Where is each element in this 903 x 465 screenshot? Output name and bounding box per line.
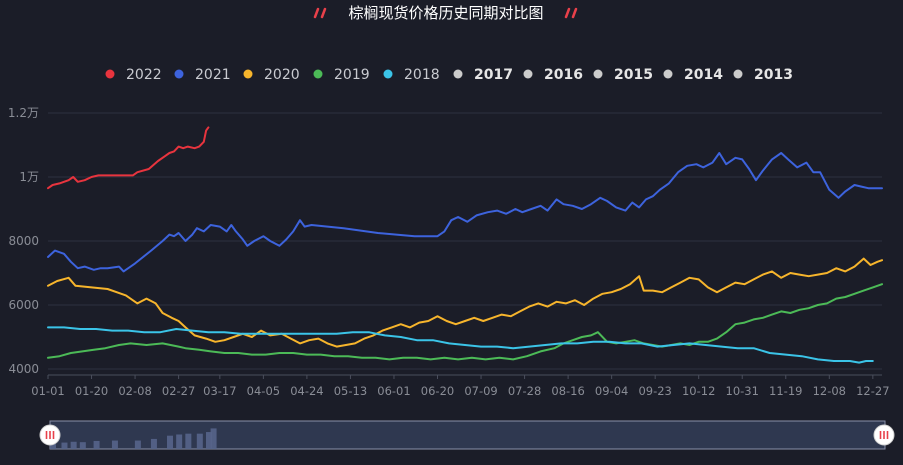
legend-label: 2015 bbox=[614, 67, 653, 83]
zoom-preview-bar bbox=[185, 433, 192, 449]
x-tick-label: 04-05 bbox=[247, 384, 280, 398]
y-tick-label: 1万 bbox=[19, 170, 39, 184]
legend-item-2016[interactable]: 2016 bbox=[523, 67, 583, 83]
legend-label: 2019 bbox=[334, 67, 370, 83]
legend-item-2019[interactable]: 2019 bbox=[313, 67, 370, 83]
legend-marker bbox=[663, 69, 673, 79]
y-axis: 4000 6000 8000 1万 1.2万 bbox=[8, 106, 39, 376]
legend-label: 2013 bbox=[754, 67, 793, 83]
chart-title: 棕榈现货价格历史同期对比图 bbox=[348, 4, 543, 22]
x-tick-label: 10-12 bbox=[682, 384, 715, 398]
title-group: 棕榈现货价格历史同期对比图 bbox=[313, 4, 578, 22]
zoom-preview-bar bbox=[134, 440, 141, 449]
legend-label: 2021 bbox=[195, 67, 231, 83]
x-tick-label: 02-27 bbox=[162, 384, 195, 398]
title-left-mark bbox=[313, 7, 327, 19]
zoom-handle-right[interactable] bbox=[873, 424, 895, 446]
series-line-2022 bbox=[47, 126, 210, 190]
legend-marker bbox=[105, 69, 115, 79]
legend-item-2014[interactable]: 2014 bbox=[663, 67, 724, 83]
x-tick-label: 01-20 bbox=[75, 384, 108, 398]
legend: 2022 2021 2020 2019 2018 2017 2016 2015 2014 2013 bbox=[105, 67, 793, 83]
x-tick-label: 05-13 bbox=[334, 384, 367, 398]
x-tick-label: 12-08 bbox=[813, 384, 846, 398]
zoom-preview-bar bbox=[205, 432, 212, 449]
zoom-preview-bar bbox=[50, 443, 56, 449]
legend-marker bbox=[383, 69, 393, 79]
x-tick-label: 10-31 bbox=[726, 384, 759, 398]
zoom-preview-bars bbox=[50, 428, 217, 449]
y-tick-label: 4000 bbox=[8, 362, 39, 376]
legend-item-2020[interactable]: 2020 bbox=[243, 67, 300, 83]
legend-marker bbox=[313, 69, 323, 79]
x-tick-label: 07-09 bbox=[464, 384, 497, 398]
zoom-preview-bar bbox=[93, 440, 100, 449]
legend-item-2021[interactable]: 2021 bbox=[174, 67, 231, 83]
zoom-preview-bar bbox=[61, 442, 68, 449]
series-line-2019 bbox=[47, 283, 883, 361]
legend-item-2017[interactable]: 2017 bbox=[453, 67, 513, 83]
x-tick-label: 04-24 bbox=[290, 384, 323, 398]
series-line-2021 bbox=[47, 152, 883, 273]
series-line-2018 bbox=[47, 326, 874, 364]
zoom-preview-bar bbox=[111, 440, 118, 449]
x-tick-label: 01-01 bbox=[31, 384, 64, 398]
zoom-preview-bar bbox=[70, 441, 77, 449]
legend-label: 2017 bbox=[474, 67, 513, 83]
legend-item-2022[interactable]: 2022 bbox=[105, 67, 162, 83]
zoom-preview-bar bbox=[79, 442, 86, 449]
legend-marker bbox=[174, 69, 184, 79]
legend-label: 2020 bbox=[264, 67, 300, 83]
y-tick-label: 6000 bbox=[8, 298, 39, 312]
x-tick-label: 06-20 bbox=[421, 384, 454, 398]
x-tick-label: 03-17 bbox=[203, 384, 236, 398]
zoom-preview-bar bbox=[176, 434, 183, 449]
legend-item-2013[interactable]: 2013 bbox=[733, 67, 793, 83]
zoom-preview-bar bbox=[196, 433, 203, 449]
series-lines bbox=[47, 126, 883, 364]
legend-label: 2018 bbox=[404, 67, 440, 83]
legend-marker bbox=[243, 69, 253, 79]
grid-lines bbox=[48, 112, 882, 370]
x-tick-label: 08-16 bbox=[551, 384, 584, 398]
legend-item-2015[interactable]: 2015 bbox=[593, 67, 653, 83]
legend-item-2018[interactable]: 2018 bbox=[383, 67, 440, 83]
x-tick-label: 07-28 bbox=[508, 384, 541, 398]
x-tick-label: 06-01 bbox=[377, 384, 410, 398]
y-tick-label: 1.2万 bbox=[8, 106, 39, 120]
zoom-preview-bar bbox=[210, 428, 217, 449]
x-tick-label: 09-23 bbox=[638, 384, 671, 398]
x-tick-label: 02-08 bbox=[118, 384, 151, 398]
title-right-mark bbox=[564, 7, 578, 19]
legend-marker bbox=[453, 69, 463, 79]
legend-label: 2022 bbox=[126, 67, 162, 83]
x-axis: 01-01 01-20 02-08 02-27 03-17 04-05 04-24 05-13… bbox=[31, 374, 890, 398]
x-tick-label: 12-27 bbox=[856, 384, 889, 398]
legend-marker bbox=[733, 69, 743, 79]
zoom-preview-bar bbox=[166, 435, 173, 449]
y-tick-label: 8000 bbox=[8, 234, 39, 248]
x-tick-label: 09-04 bbox=[595, 384, 628, 398]
legend-label: 2014 bbox=[684, 67, 723, 83]
legend-label: 2016 bbox=[544, 67, 583, 83]
legend-marker bbox=[523, 69, 533, 79]
legend-marker bbox=[593, 69, 603, 79]
zoom-track[interactable] bbox=[49, 420, 886, 450]
zoom-slider[interactable] bbox=[39, 420, 895, 450]
zoom-handle-left[interactable] bbox=[39, 424, 61, 446]
series-line-2020 bbox=[47, 257, 883, 348]
zoom-preview-bar bbox=[150, 438, 157, 449]
x-tick-label: 11-19 bbox=[769, 384, 802, 398]
